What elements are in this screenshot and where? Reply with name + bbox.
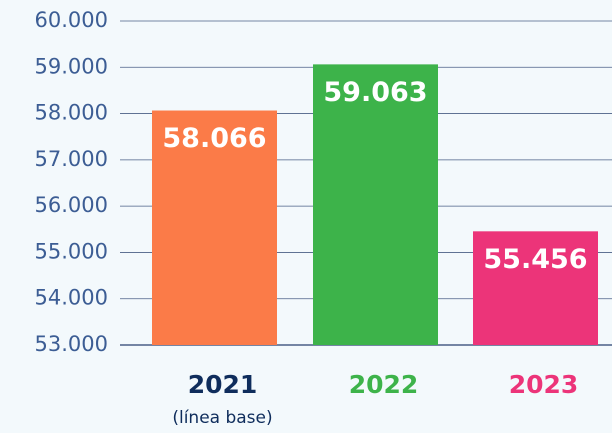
y-tick-label: 53.000: [35, 332, 108, 356]
x-tick-label: 2022: [349, 370, 419, 399]
y-tick-label: 54.000: [35, 286, 108, 310]
value-label: 58.066: [162, 123, 266, 154]
value-label: 55.456: [483, 244, 587, 275]
bar: [313, 64, 438, 345]
y-tick-label: 57.000: [35, 147, 108, 171]
y-tick-label: 58.000: [35, 101, 108, 125]
value-label: 59.063: [323, 77, 427, 108]
category-note: (línea base): [172, 408, 272, 428]
y-tick-label: 60.000: [35, 8, 108, 32]
y-tick-label: 59.000: [35, 54, 108, 78]
bar: [152, 110, 277, 345]
y-tick-label: 55.000: [35, 239, 108, 263]
y-tick-label: 56.000: [35, 193, 108, 217]
bar: [473, 231, 598, 345]
x-tick-label: 2023: [509, 370, 579, 399]
x-tick-label: 2021: [188, 370, 258, 399]
